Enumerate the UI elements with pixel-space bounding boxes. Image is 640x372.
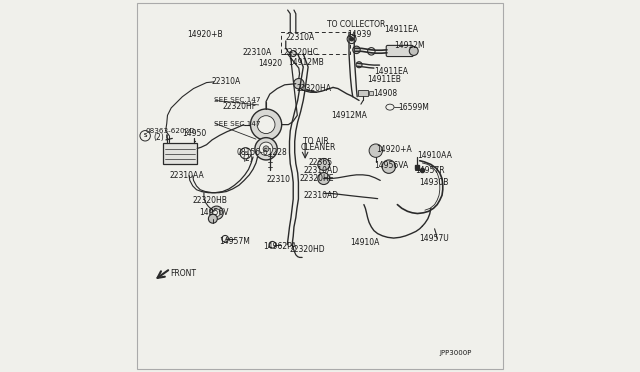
Text: 22320HB: 22320HB — [193, 196, 228, 205]
Text: 22320HF: 22320HF — [222, 102, 256, 111]
Text: 14950: 14950 — [182, 129, 207, 138]
Text: 14920: 14920 — [258, 59, 282, 68]
Text: 14910A: 14910A — [349, 238, 379, 247]
FancyBboxPatch shape — [386, 45, 413, 57]
Circle shape — [367, 48, 375, 55]
Bar — [358, 90, 369, 96]
Text: TO AIR: TO AIR — [303, 137, 329, 146]
Text: JPP3000P: JPP3000P — [439, 350, 472, 356]
Circle shape — [410, 46, 418, 55]
Text: 14956VA: 14956VA — [374, 161, 408, 170]
Text: 22310AD: 22310AD — [303, 191, 339, 200]
Circle shape — [257, 116, 275, 134]
Text: 22310AA: 22310AA — [170, 171, 204, 180]
Circle shape — [259, 142, 273, 155]
Text: 22310A: 22310A — [286, 33, 315, 42]
Text: 08363-6202D: 08363-6202D — [145, 128, 195, 134]
Text: 08156-61228: 08156-61228 — [236, 148, 287, 157]
Text: 14912MA: 14912MA — [331, 111, 367, 120]
Circle shape — [294, 78, 304, 89]
Circle shape — [349, 37, 353, 41]
Text: 22310A: 22310A — [211, 77, 241, 86]
Circle shape — [382, 160, 396, 173]
Circle shape — [240, 148, 251, 159]
Circle shape — [209, 214, 218, 223]
Text: 14962PA: 14962PA — [264, 242, 297, 251]
Text: 14911EB: 14911EB — [367, 76, 401, 84]
Circle shape — [356, 62, 362, 68]
Circle shape — [347, 35, 356, 44]
Text: 14920+A: 14920+A — [376, 145, 412, 154]
Circle shape — [318, 173, 330, 185]
Text: 14908: 14908 — [373, 89, 397, 97]
Text: SEE SEC.147: SEE SEC.147 — [214, 97, 260, 103]
Circle shape — [291, 51, 296, 57]
Text: 22320HD: 22320HD — [289, 246, 325, 254]
Circle shape — [269, 241, 276, 248]
Text: S: S — [143, 133, 147, 138]
Text: 16599M: 16599M — [398, 103, 429, 112]
Text: 14939: 14939 — [347, 30, 371, 39]
Text: 14957R: 14957R — [415, 166, 445, 175]
Circle shape — [140, 131, 150, 141]
Text: 14910AA: 14910AA — [417, 151, 452, 160]
Text: 22320HE: 22320HE — [299, 174, 333, 183]
Circle shape — [250, 109, 282, 140]
Circle shape — [213, 209, 220, 217]
Circle shape — [255, 138, 277, 160]
Text: SEE SEC.147: SEE SEC.147 — [214, 121, 260, 126]
Text: 22365: 22365 — [308, 158, 332, 167]
Text: 14957U: 14957U — [420, 234, 449, 243]
Text: TO COLLECTOR: TO COLLECTOR — [326, 20, 385, 29]
Text: 14920+B: 14920+B — [187, 31, 223, 39]
Text: 22320HC: 22320HC — [284, 48, 319, 57]
Text: 14956V: 14956V — [199, 208, 228, 217]
Text: 22310: 22310 — [266, 175, 290, 184]
Text: 14912M: 14912M — [394, 41, 425, 50]
Text: 14911EA: 14911EA — [374, 67, 408, 76]
Bar — [369, 91, 373, 95]
Text: FRONT: FRONT — [170, 269, 196, 278]
Circle shape — [263, 146, 269, 152]
Bar — [163, 143, 197, 164]
Bar — [281, 32, 349, 54]
Text: B: B — [243, 151, 248, 156]
Ellipse shape — [386, 104, 394, 110]
Text: 14930B: 14930B — [420, 178, 449, 187]
Circle shape — [222, 235, 228, 242]
Text: 14912MB: 14912MB — [289, 58, 324, 67]
Text: (2): (2) — [154, 133, 164, 142]
Text: 22310A: 22310A — [243, 48, 272, 57]
Text: (2): (2) — [243, 154, 253, 163]
Text: S: S — [143, 133, 147, 138]
Circle shape — [210, 206, 223, 219]
Circle shape — [318, 158, 330, 170]
Text: 22320HA: 22320HA — [296, 84, 332, 93]
Text: CLEANER: CLEANER — [301, 143, 336, 152]
Text: 14911EA: 14911EA — [384, 25, 418, 34]
Circle shape — [353, 46, 360, 54]
Circle shape — [369, 144, 383, 157]
Text: 14957M: 14957M — [219, 237, 250, 246]
Text: 22310AD: 22310AD — [303, 166, 339, 175]
